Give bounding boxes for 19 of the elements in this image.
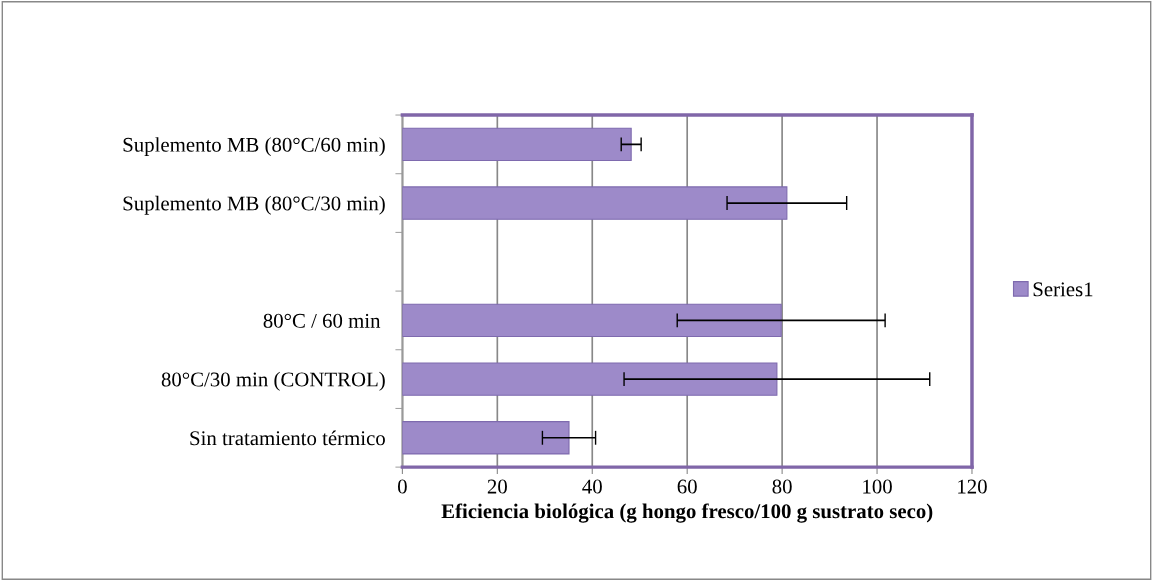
bar <box>402 362 778 396</box>
y-tick-label: Sin tratamiento térmico <box>190 430 385 446</box>
y-tick-label: Suplemento MB (80°C/30 min) <box>123 195 385 215</box>
x-axis-title: Eficiencia biológica (g hongo fresco/100 g sustrato seco) <box>441 503 933 523</box>
bar <box>402 421 570 455</box>
x-tick-label: 80 <box>772 479 792 494</box>
bar <box>402 127 632 162</box>
x-tick-label: 20 <box>487 479 507 494</box>
x-tick-label: 40 <box>582 479 602 494</box>
y-tick-label: Suplemento MB (80°C/60 min) <box>123 137 385 157</box>
bar <box>402 186 788 220</box>
legend-label: Series1 <box>1033 282 1093 297</box>
x-tick-label: 0 <box>397 479 407 494</box>
x-tick-label: 60 <box>677 479 697 494</box>
y-tick-label: 80°C/30 min (CONTROL) <box>161 371 385 391</box>
y-tick-label: 80°C / 60 min <box>263 313 381 328</box>
x-tick-label: 100 <box>863 479 892 494</box>
bar <box>402 303 782 338</box>
x-tick-label: 120 <box>958 479 987 494</box>
